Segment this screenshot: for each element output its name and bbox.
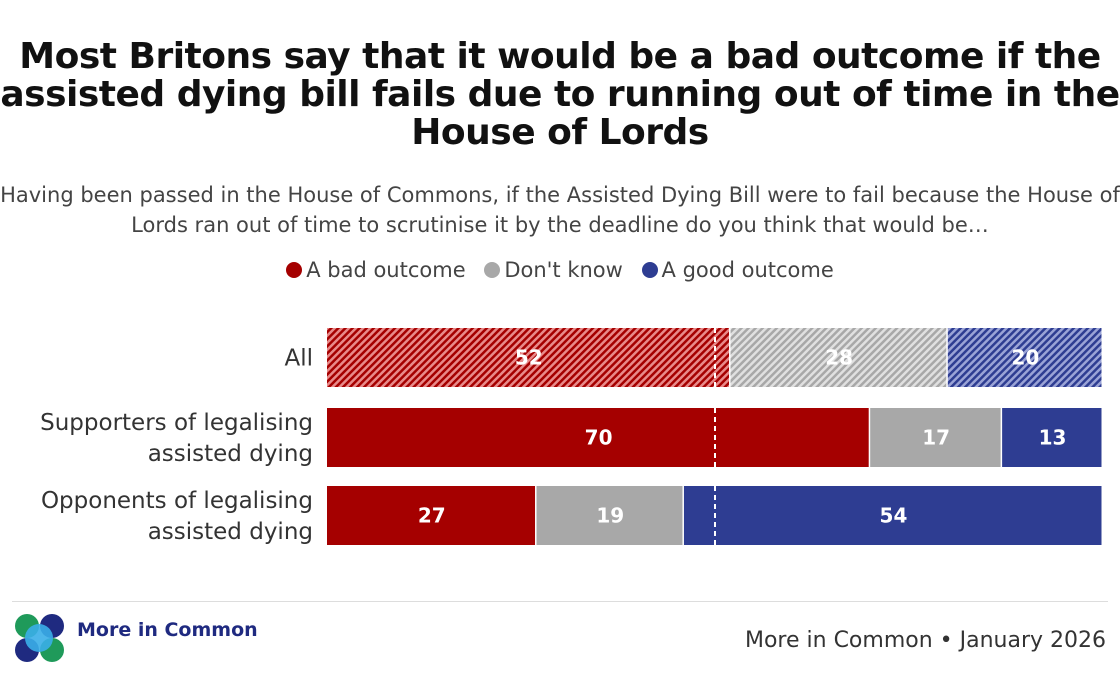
bar-segment [870, 408, 1001, 467]
data-label: 28 [825, 346, 853, 370]
data-label: 13 [1039, 426, 1067, 450]
data-label: 19 [596, 504, 624, 528]
category-label: assisted dying [148, 441, 313, 467]
source-credit: More in Common • January 2026 [744, 628, 1106, 653]
data-label: 20 [1011, 346, 1039, 370]
bar-segment [730, 328, 947, 387]
legend-label: A good outcome [661, 258, 834, 282]
bar-segment [536, 486, 683, 545]
category-label: Opponents of legalising [41, 488, 313, 514]
legend: A bad outcome Don't know A good outcome [0, 258, 1120, 282]
bar-segment [327, 328, 730, 387]
chart-title: Most Britons say that it would be a bad … [0, 36, 1120, 153]
category-label: All [284, 346, 313, 372]
legend-swatch-icon [286, 262, 303, 278]
bar-segment [1002, 408, 1102, 467]
legend-label: A bad outcome [306, 258, 466, 282]
category-label: assisted dying [148, 519, 313, 545]
legend-label: Don't know [504, 258, 623, 282]
bar-segment [327, 486, 536, 545]
divider [12, 601, 1108, 602]
logo-text: More in Common [77, 619, 258, 641]
data-label: 17 [922, 426, 950, 450]
data-label: 52 [515, 346, 543, 370]
legend-item-good: A good outcome [641, 258, 834, 282]
bar-segment [947, 328, 1102, 387]
legend-item-dont-know: Don't know [484, 258, 623, 282]
legend-swatch-icon [484, 262, 501, 278]
bar-chart: All 52 28 20 Supporters of legalising assiste… [40, 328, 1102, 545]
chart-subtitle: Having been passed in the House of Commo… [0, 183, 1120, 237]
category-label: Supporters of legalising [40, 410, 313, 436]
data-label: 70 [585, 426, 613, 450]
legend-item-bad: A bad outcome [286, 258, 466, 282]
bar-segment [683, 486, 1102, 545]
more-in-common-logo-icon [15, 614, 64, 662]
data-label: 54 [880, 504, 908, 528]
bar-segment [327, 408, 869, 467]
data-label: 27 [418, 504, 446, 528]
legend-swatch-icon [641, 262, 658, 278]
